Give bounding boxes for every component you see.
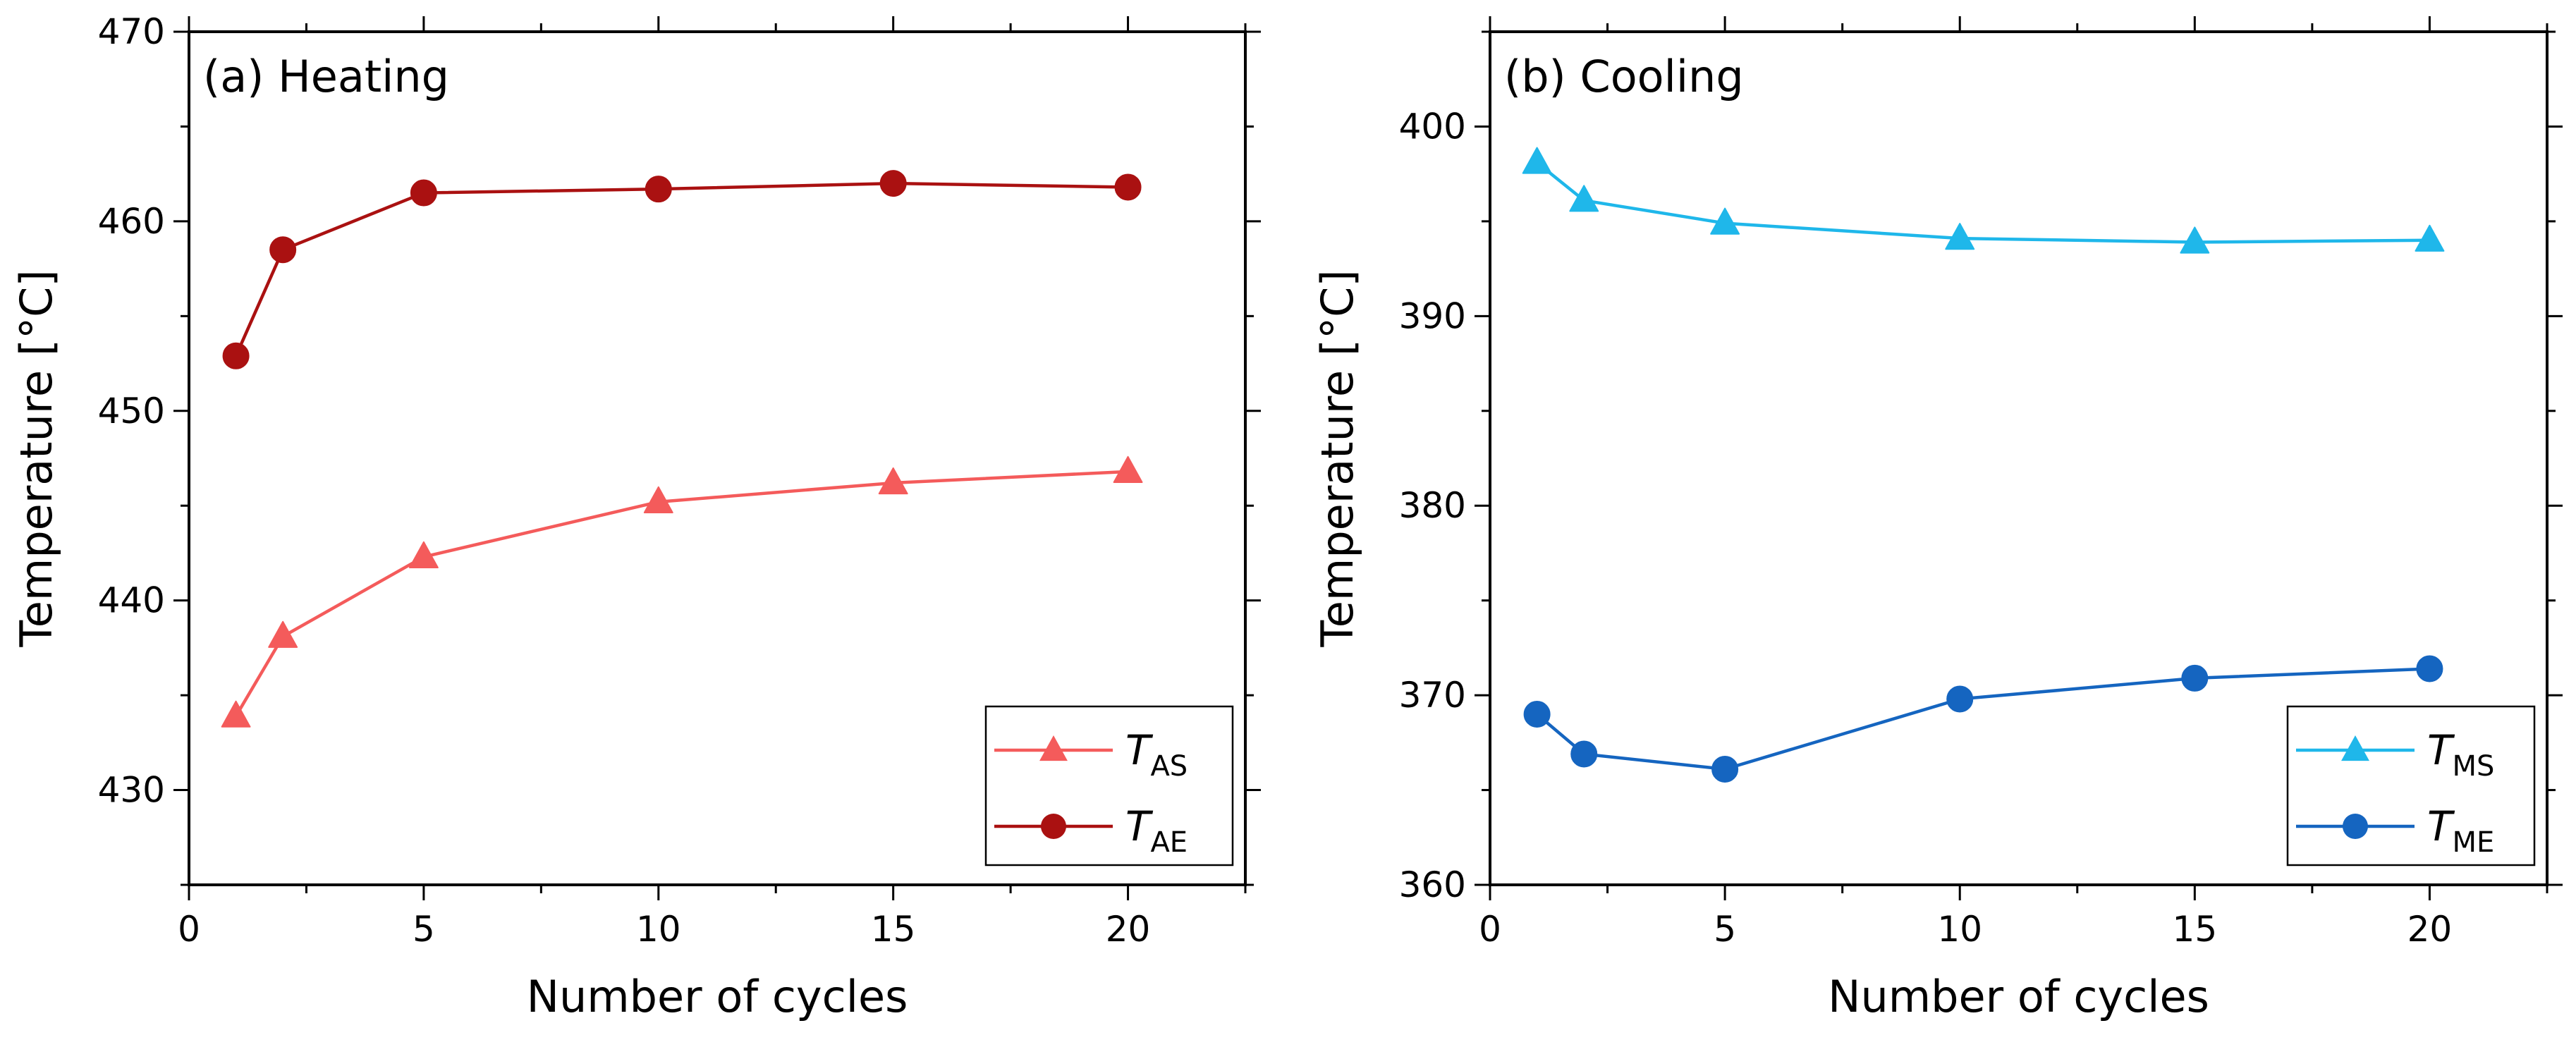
data-point-T_ME	[1523, 701, 1551, 728]
legend-marker-T_AE	[1041, 814, 1066, 839]
x-tick-label: 0	[178, 909, 200, 950]
legend-label-T_MS: TMS	[2427, 726, 2494, 783]
legend-box	[2286, 705, 2536, 867]
panel-label: (b) Cooling	[1504, 51, 1744, 102]
data-point-T_AS	[408, 541, 439, 568]
legend-marker-T_ME	[2343, 814, 2368, 839]
x-tick-label: 5	[1714, 909, 1736, 950]
series-line-T_AS	[234, 470, 1128, 717]
y-tick-label: 430	[98, 770, 165, 811]
plot-frame	[1489, 30, 2548, 886]
y-tick-label: 360	[1399, 864, 1466, 905]
x-tick-label: 0	[1479, 909, 1501, 950]
legend-box	[984, 705, 1234, 867]
legend-marker-T_AS	[1039, 735, 1068, 761]
data-point-T_AE	[269, 236, 297, 264]
legend-label-T_AE: TAE	[1125, 802, 1188, 859]
panel-heating: 0 5 10 15 20 430 440 450 460 470 Number of cycles T…	[11, 11, 1261, 1022]
data-point-T_AS	[1113, 455, 1143, 483]
x-tick-label: 10	[1937, 909, 1982, 950]
y-tick-label: 450	[98, 391, 165, 431]
y-axis-title: Temperature [°C]	[11, 269, 62, 647]
y-tick-label: 390	[1399, 295, 1466, 336]
data-point-T_AS	[268, 620, 298, 648]
x-tick-label: 15	[2173, 909, 2218, 950]
data-point-T_MS	[1522, 147, 1552, 174]
data-point-T_MS	[1569, 185, 1599, 212]
data-point-T_AE	[879, 170, 907, 197]
data-point-T_AE	[645, 176, 672, 203]
legend-label-sub: MS	[2452, 750, 2494, 783]
data-point-T_ME	[2181, 664, 2209, 692]
x-axis-title: Number of cycles	[527, 971, 908, 1022]
legend-label-T_ME: TME	[2427, 802, 2494, 859]
y-tick-label: 370	[1399, 675, 1466, 716]
legend-label-main: T	[2427, 802, 2455, 850]
data-point-T_AS	[643, 486, 673, 513]
data-point-T_AE	[222, 342, 250, 369]
data-point-T_AS	[221, 700, 251, 728]
y-tick-label: 460	[98, 201, 165, 242]
data-point-T_AE	[410, 179, 437, 207]
x-tick-label: 15	[871, 909, 916, 950]
legend-label-sub: ME	[2452, 826, 2494, 859]
x-tick-label: 10	[636, 909, 681, 950]
legend-marker-T_MS	[2341, 735, 2369, 761]
legend-label-sub: AE	[1150, 826, 1188, 859]
x-tick-label: 20	[2407, 909, 2453, 950]
data-point-T_MS	[1710, 207, 1740, 235]
data-point-T_MS	[1945, 223, 1975, 250]
legend-label-sub: AS	[1150, 750, 1188, 783]
data-point-T_ME	[2416, 655, 2443, 682]
data-point-T_AE	[1114, 173, 1142, 201]
data-point-T_ME	[1946, 685, 1974, 713]
y-axis-title: Temperature [°C]	[1312, 269, 1363, 647]
y-tick-label: 400	[1399, 106, 1466, 147]
data-point-T_MS	[2415, 224, 2445, 252]
series-line-T_MS	[1536, 161, 2430, 244]
x-tick-label: 5	[413, 909, 435, 950]
legend-label-main: T	[2427, 726, 2455, 774]
data-point-T_ME	[1711, 755, 1739, 783]
data-point-T_AS	[878, 467, 908, 495]
legend-label-main: T	[1125, 802, 1154, 850]
y-tick-label: 440	[98, 580, 165, 621]
legend-label-main: T	[1125, 726, 1154, 774]
legend-label-T_AS: TAS	[1125, 726, 1188, 783]
panel-label: (a) Heating	[203, 51, 449, 102]
data-point-T_ME	[1570, 740, 1598, 768]
panel-cooling: 0 5 10 15 20 360 370 380 390 400 Number of cycles T…	[1312, 16, 2563, 1022]
y-tick-label: 470	[98, 11, 165, 52]
y-tick-label: 380	[1399, 485, 1466, 526]
x-tick-label: 20	[1106, 909, 1151, 950]
x-axis-title: Number of cycles	[1828, 971, 2209, 1022]
plot-frame	[188, 30, 1247, 886]
series-line-T_AE	[234, 181, 1128, 357]
data-point-T_MS	[2180, 226, 2210, 254]
